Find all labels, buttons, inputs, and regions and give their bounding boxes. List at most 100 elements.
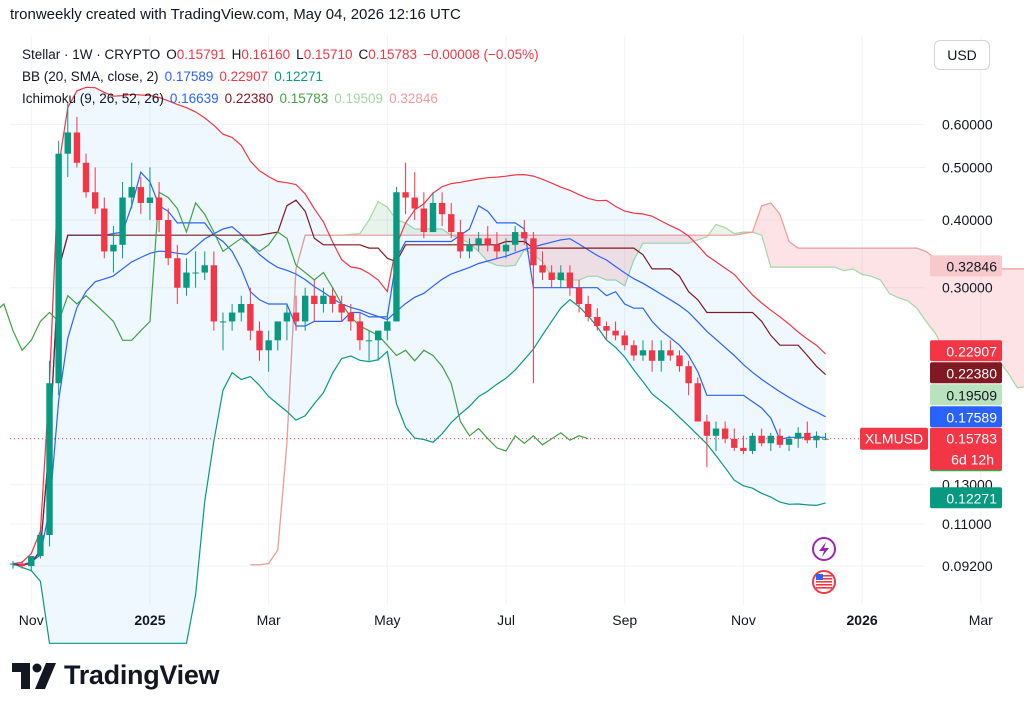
- chart-legend: Stellar · 1W · CRYPTO O0.15791 H0.16160 …: [22, 44, 539, 110]
- candle: [165, 208, 172, 266]
- candle: [28, 556, 35, 572]
- chikou-line: [0, 191, 589, 452]
- candle: [776, 428, 784, 448]
- candle-body: [265, 340, 272, 351]
- kijun-value: 0.22380: [224, 91, 274, 106]
- chart-icons: [812, 537, 836, 594]
- price-axis: 0.600000.500000.400000.300000.130000.110…: [942, 116, 993, 574]
- candle: [292, 295, 300, 331]
- price-labels: 0.328460.229070.223800.195090.175890.166…: [860, 255, 1002, 509]
- flag-icon-stripe: [816, 587, 832, 589]
- candle-body: [9, 563, 17, 565]
- tradingview-logo-icon: [12, 662, 56, 689]
- candle-body: [365, 340, 373, 342]
- candle-body: [548, 272, 555, 281]
- candle: [676, 350, 683, 372]
- candle-body: [18, 563, 26, 567]
- y-tick-label: 0.50000: [942, 159, 993, 175]
- candle: [457, 219, 464, 259]
- candle: [539, 251, 546, 281]
- candle-body: [119, 197, 126, 245]
- candle: [384, 312, 391, 341]
- candle-body: [785, 438, 793, 445]
- candle-body: [91, 192, 99, 209]
- candle: [475, 232, 482, 252]
- candle: [630, 340, 638, 361]
- candle-body: [55, 153, 62, 384]
- x-tick-label: Jul: [497, 612, 515, 628]
- candle-body: [502, 244, 510, 252]
- candle: [721, 421, 729, 444]
- flag-icon-stripe: [816, 584, 832, 586]
- candle: [411, 172, 418, 220]
- candle: [82, 153, 90, 198]
- candle: [73, 116, 81, 168]
- candle: [511, 225, 519, 252]
- candle-body: [493, 244, 501, 252]
- candle-body: [393, 192, 400, 322]
- candle: [667, 340, 674, 361]
- candle-body: [429, 202, 437, 233]
- candle-body: [219, 321, 227, 323]
- candle-body: [28, 556, 35, 567]
- bb-lower-line: [12, 298, 826, 644]
- candle-body: [731, 438, 738, 448]
- candle: [46, 360, 53, 547]
- price-label: 0.12271: [930, 487, 1002, 509]
- candle-body: [82, 162, 90, 193]
- candle-body: [804, 432, 811, 441]
- candle: [575, 280, 583, 313]
- bb-name: BB (20, SMA, close, 2): [22, 69, 159, 84]
- ichimoku-row[interactable]: Ichimoku (9, 26, 52, 26) 0.16639 0.22380…: [22, 88, 539, 110]
- candle: [621, 330, 628, 351]
- price-label: 0.17589: [930, 406, 1002, 428]
- candle-body: [448, 214, 455, 233]
- candle: [301, 287, 309, 331]
- candle: [128, 162, 135, 209]
- candle: [201, 251, 208, 281]
- candle: [749, 432, 756, 455]
- candle: [375, 330, 382, 361]
- open-value: 0.15791: [176, 47, 226, 62]
- candle-body: [137, 187, 145, 203]
- candle-body: [311, 295, 318, 304]
- candle: [703, 414, 711, 468]
- candle-body: [174, 258, 181, 288]
- candle-body: [703, 421, 711, 436]
- ohlc-row: Stellar · 1W · CRYPTO O0.15791 H0.16160 …: [22, 44, 539, 66]
- candle-body: [612, 330, 619, 336]
- candle-body: [37, 534, 44, 557]
- last-price-bg: [930, 427, 1002, 470]
- price-label-bg: [930, 362, 1002, 384]
- tradingview-logo: TradingView: [12, 660, 220, 691]
- candle-body: [794, 432, 802, 439]
- candle: [110, 225, 117, 273]
- span-b-line: [250, 202, 1024, 566]
- candle: [502, 238, 510, 259]
- candle-body: [813, 435, 820, 441]
- currency-button[interactable]: USD: [934, 40, 990, 70]
- bb-row[interactable]: BB (20, SMA, close, 2) 0.17589 0.22907 0…: [22, 66, 539, 88]
- candle: [584, 295, 592, 322]
- x-tick-label: Sep: [612, 612, 637, 628]
- candle: [685, 360, 692, 396]
- candle-body: [73, 132, 81, 163]
- candle: [311, 280, 318, 322]
- price-label: 0.22907: [930, 340, 1002, 362]
- candle: [548, 265, 555, 288]
- candle: [101, 197, 108, 259]
- candle-body: [539, 265, 546, 273]
- x-tick-label: Nov: [731, 612, 756, 628]
- flag-icon-canton: [816, 574, 823, 580]
- indicator-lines: [0, 86, 827, 644]
- low-label: L: [296, 47, 304, 62]
- candle: [91, 167, 99, 215]
- candle: [402, 162, 409, 215]
- candle: [365, 330, 373, 361]
- last-price-value: 0.15783: [946, 431, 997, 447]
- symbol-info: Stellar · 1W · CRYPTO: [22, 47, 161, 62]
- candle: [639, 340, 647, 361]
- candle-body: [210, 265, 218, 322]
- candle-body: [110, 244, 117, 252]
